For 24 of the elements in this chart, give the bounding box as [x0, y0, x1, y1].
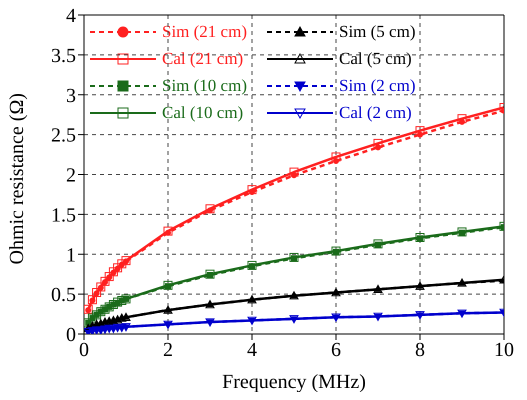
y-tick-label: 3.5: [51, 44, 76, 67]
x-tick-label: 10: [494, 339, 514, 362]
y-tick-label: 2.5: [51, 124, 76, 147]
x-tick-label: 4: [247, 339, 257, 362]
x-axis-title: Frequency (MHz): [222, 371, 366, 393]
legend-label: Sim (10 cm): [162, 76, 247, 96]
x-tick-label: 2: [163, 339, 173, 362]
y-tick-label: 3: [66, 84, 76, 107]
legend-label: Sim (5 cm): [339, 22, 416, 42]
y-tick-label: 0.5: [51, 284, 76, 306]
y-axis-title: Ohmic resistance (Ω): [6, 93, 28, 264]
x-tick-label: 8: [415, 339, 425, 362]
y-tick-label: 1.5: [51, 204, 76, 226]
y-tick-label: 0: [66, 324, 76, 346]
legend-label: Cal (2 cm): [339, 102, 412, 122]
legend-label: Sim (2 cm): [339, 76, 416, 96]
y-tick-label: 4: [66, 5, 76, 28]
legend-label: Sim (21 cm): [162, 22, 247, 42]
legend-label: Cal (10 cm): [162, 102, 244, 122]
y-tick-label: 2: [66, 164, 76, 187]
legend-label: Cal (5 cm): [339, 48, 412, 68]
y-tick-label: 1: [66, 244, 76, 266]
legend-label: Cal (21 cm): [162, 48, 244, 68]
x-tick-label: 6: [331, 339, 341, 362]
